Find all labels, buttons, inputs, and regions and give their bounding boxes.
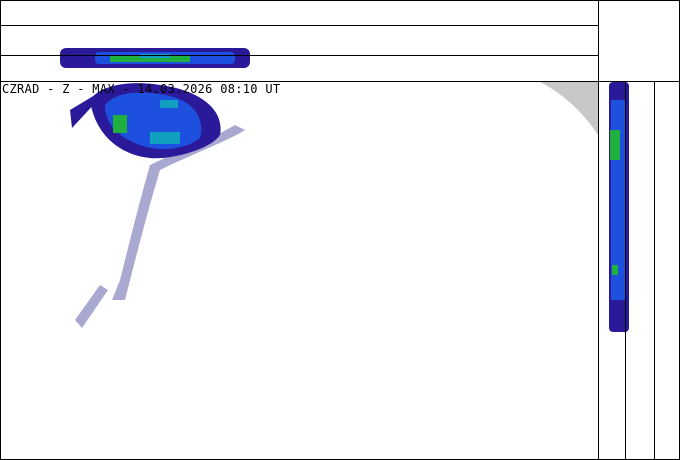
north-south-projection	[60, 48, 250, 68]
divider	[0, 55, 598, 56]
divider	[0, 81, 680, 82]
divider	[625, 81, 626, 460]
divider	[598, 0, 599, 460]
echo-main	[70, 83, 245, 328]
product-label: CZRAD - Z - MAX - 14.03.2026 08:10 UT	[2, 82, 281, 96]
frame-top	[0, 0, 680, 1]
east-west-projection	[609, 82, 629, 332]
divider	[0, 25, 598, 26]
out-of-range-area	[540, 82, 598, 135]
frame-left	[0, 0, 1, 460]
divider	[654, 81, 655, 460]
